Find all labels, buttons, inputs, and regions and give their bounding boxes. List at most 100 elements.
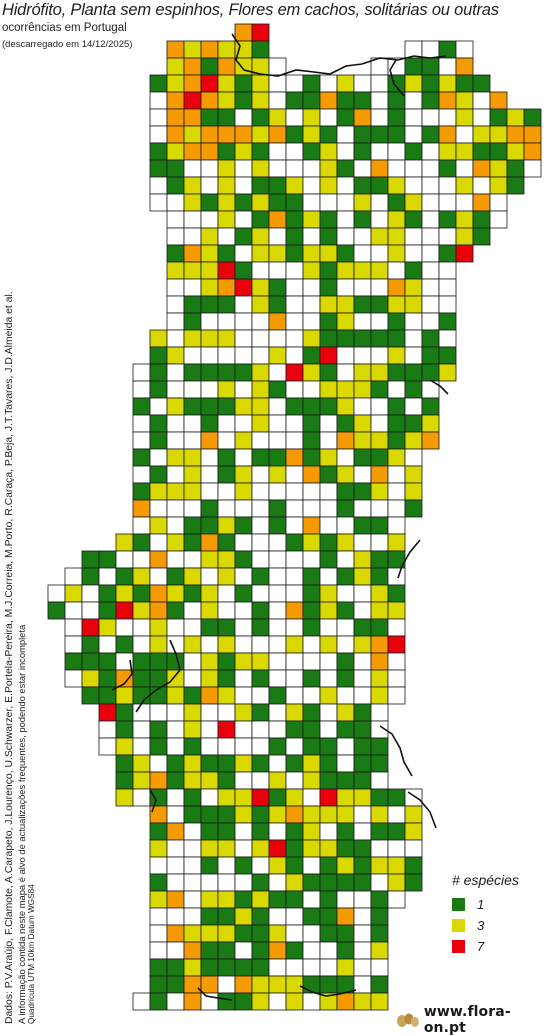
grid-cell bbox=[404, 125, 423, 144]
grid-cell bbox=[149, 397, 168, 416]
grid-cell bbox=[217, 244, 236, 263]
grid-cell bbox=[217, 601, 236, 620]
grid-cell bbox=[302, 720, 321, 739]
grid-cell bbox=[149, 176, 168, 195]
grid-cell bbox=[302, 533, 321, 552]
grid-cell bbox=[336, 414, 355, 433]
grid-cell bbox=[353, 74, 372, 93]
grid-cell bbox=[183, 159, 202, 178]
grid-cell bbox=[234, 618, 253, 637]
grid-cell bbox=[472, 210, 491, 229]
grid-cell bbox=[183, 890, 202, 909]
grid-cell bbox=[234, 482, 253, 501]
grid-cell bbox=[302, 907, 321, 926]
grid-cell bbox=[81, 601, 100, 620]
grid-cell bbox=[149, 635, 168, 654]
grid-cell bbox=[285, 618, 304, 637]
grid-cell bbox=[455, 193, 474, 212]
grid-cell bbox=[268, 261, 287, 280]
grid-cell bbox=[81, 635, 100, 654]
grid-cell bbox=[166, 822, 185, 841]
legend-entries: 1 3 7 bbox=[452, 894, 519, 957]
grid-cell bbox=[404, 380, 423, 399]
grid-cell bbox=[421, 261, 440, 280]
grid-cell bbox=[217, 159, 236, 178]
grid-cell bbox=[353, 142, 372, 161]
grid-datum-note: Quadrícula UTM 10km Datum WGS84 bbox=[27, 884, 36, 1024]
grid-cell bbox=[285, 312, 304, 331]
grid-cell bbox=[132, 635, 151, 654]
grid-cell bbox=[353, 210, 372, 229]
grid-cell bbox=[149, 431, 168, 450]
grid-cell bbox=[353, 380, 372, 399]
grid-cell bbox=[387, 669, 406, 688]
grid-cell bbox=[115, 635, 134, 654]
grid-cell bbox=[455, 91, 474, 110]
grid-cell bbox=[64, 601, 83, 620]
grid-cell bbox=[251, 618, 270, 637]
grid-cell bbox=[251, 941, 270, 960]
grid-cell bbox=[132, 465, 151, 484]
grid-cell bbox=[404, 414, 423, 433]
logo-text: www.flora-on.pt bbox=[423, 1004, 511, 1036]
grid-cell bbox=[149, 839, 168, 858]
grid-cell bbox=[149, 924, 168, 943]
grid-cell bbox=[285, 499, 304, 518]
grid-cell bbox=[149, 414, 168, 433]
grid-cell bbox=[166, 703, 185, 722]
grid-cell bbox=[319, 975, 338, 994]
grid-cell bbox=[251, 924, 270, 943]
grid-cell bbox=[370, 108, 389, 127]
grid-cell bbox=[98, 601, 117, 620]
grid-cell bbox=[81, 669, 100, 688]
grid-cell bbox=[166, 261, 185, 280]
grid-cell bbox=[47, 584, 66, 603]
grid-cell bbox=[132, 550, 151, 569]
grid-cell bbox=[183, 856, 202, 875]
grid-cell bbox=[472, 142, 491, 161]
grid-cell bbox=[217, 329, 236, 348]
grid-cell bbox=[353, 414, 372, 433]
grid-cell bbox=[132, 414, 151, 433]
grid-cell bbox=[251, 907, 270, 926]
grid-cell bbox=[438, 193, 457, 212]
legend-swatch bbox=[452, 898, 465, 911]
grid-cell bbox=[336, 567, 355, 586]
grid-cell bbox=[370, 499, 389, 518]
grid-cell bbox=[370, 261, 389, 280]
grid-cell bbox=[370, 482, 389, 501]
grid-cell bbox=[200, 414, 219, 433]
grid-cell bbox=[353, 941, 372, 960]
grid-cell bbox=[387, 516, 406, 535]
grid-cell bbox=[200, 465, 219, 484]
grid-cell bbox=[285, 873, 304, 892]
grid-cell bbox=[132, 584, 151, 603]
grid-cell bbox=[319, 312, 338, 331]
grid-cell bbox=[370, 737, 389, 756]
grid-cell bbox=[370, 465, 389, 484]
grid-cell bbox=[302, 788, 321, 807]
grid-cell bbox=[387, 227, 406, 246]
grid-cell bbox=[200, 159, 219, 178]
grid-cell bbox=[353, 686, 372, 705]
grid-cell bbox=[268, 516, 287, 535]
grid-cell bbox=[183, 482, 202, 501]
grid-cell bbox=[319, 839, 338, 858]
grid-cell bbox=[234, 771, 253, 790]
grid-cell bbox=[166, 652, 185, 671]
grid-cell bbox=[404, 91, 423, 110]
grid-cell bbox=[183, 499, 202, 518]
grid-cell bbox=[404, 346, 423, 365]
grid-cell bbox=[234, 822, 253, 841]
grid-cell bbox=[285, 176, 304, 195]
grid-cell bbox=[234, 941, 253, 960]
grid-cell bbox=[370, 958, 389, 977]
flora-on-logo[interactable]: www.flora-on.pt bbox=[396, 1004, 552, 1036]
grid-cell bbox=[217, 652, 236, 671]
grid-cell bbox=[149, 958, 168, 977]
grid-cell bbox=[319, 686, 338, 705]
seed-icon bbox=[396, 1013, 419, 1027]
grid-cell bbox=[336, 448, 355, 467]
grid-cell bbox=[421, 108, 440, 127]
grid-cell bbox=[251, 346, 270, 365]
